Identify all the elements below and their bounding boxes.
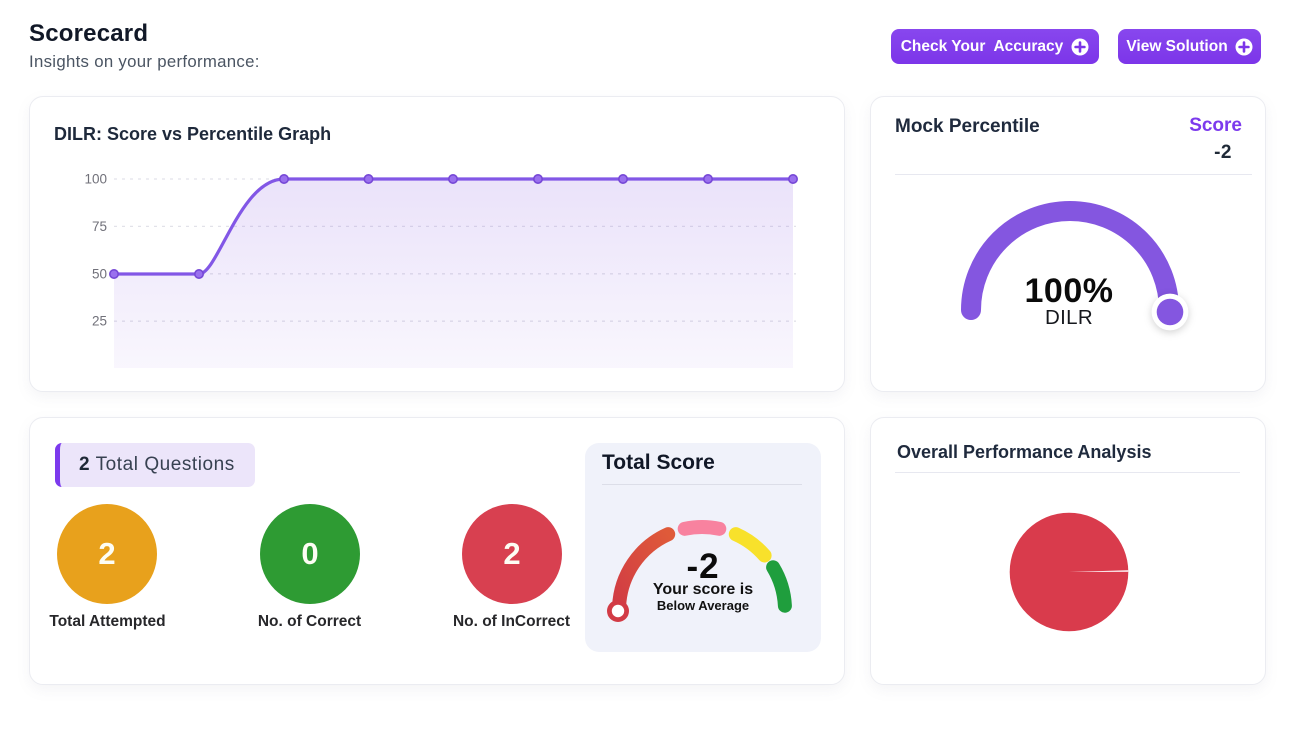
svg-text:75: 75 <box>92 219 107 234</box>
svg-text:100: 100 <box>84 172 107 187</box>
svg-text:50: 50 <box>92 266 107 281</box>
svg-text:25: 25 <box>92 314 107 329</box>
